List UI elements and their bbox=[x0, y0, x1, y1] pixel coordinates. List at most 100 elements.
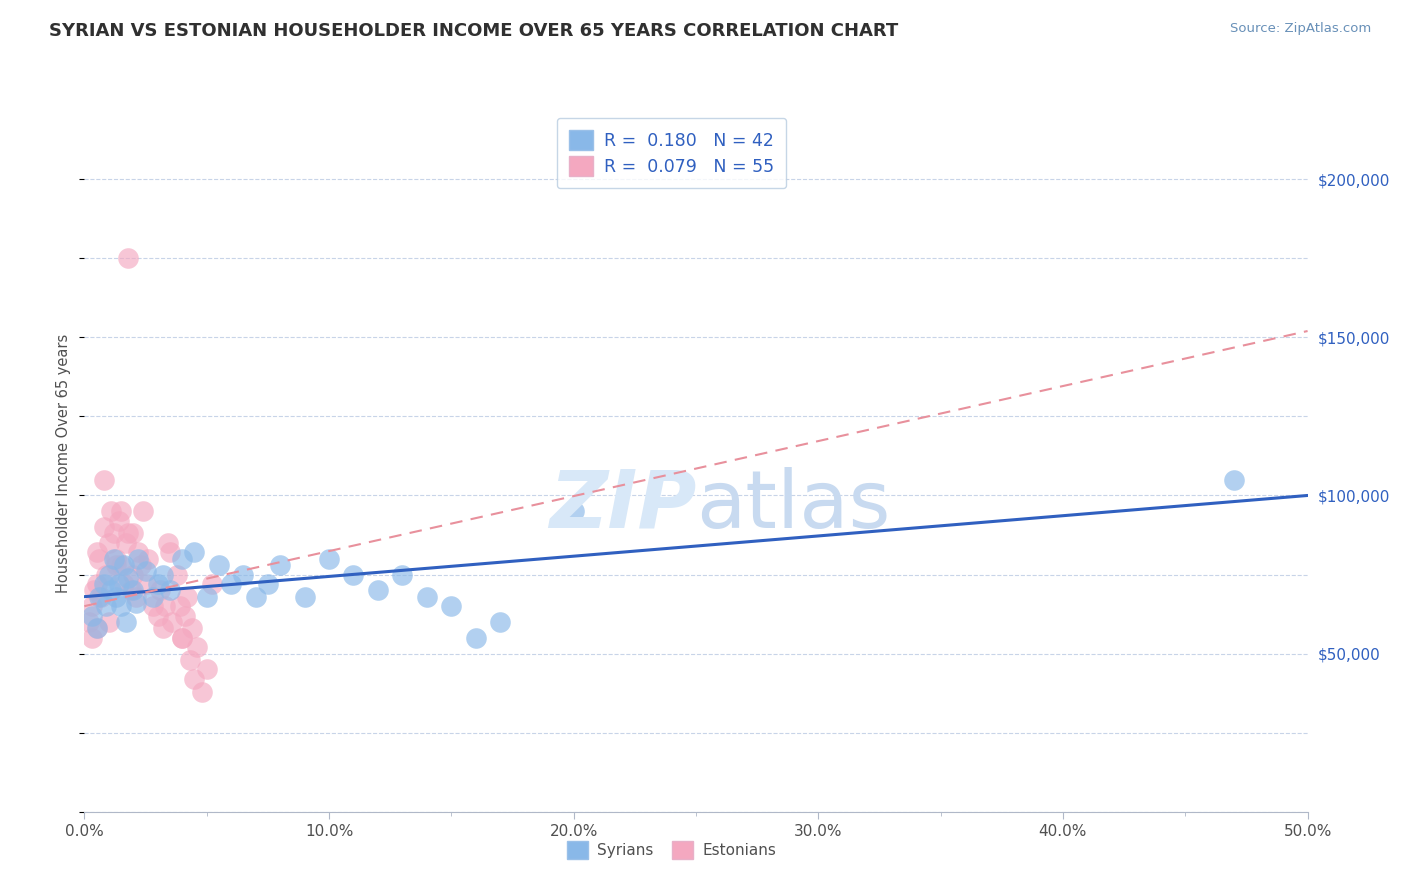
Text: atlas: atlas bbox=[696, 467, 890, 545]
Point bbox=[96, 567, 118, 582]
Point bbox=[117, 252, 139, 266]
Point bbox=[93, 473, 115, 487]
Point bbox=[103, 551, 125, 566]
Point bbox=[391, 567, 413, 582]
Point bbox=[142, 599, 165, 614]
Point bbox=[103, 526, 125, 541]
Point bbox=[125, 596, 148, 610]
Point bbox=[195, 590, 218, 604]
Point bbox=[90, 590, 112, 604]
Point bbox=[208, 558, 231, 572]
Legend: Syrians, Estonians: Syrians, Estonians bbox=[560, 834, 785, 867]
Point bbox=[232, 567, 254, 582]
Point bbox=[142, 590, 165, 604]
Text: SYRIAN VS ESTONIAN HOUSEHOLDER INCOME OVER 65 YEARS CORRELATION CHART: SYRIAN VS ESTONIAN HOUSEHOLDER INCOME OV… bbox=[49, 22, 898, 40]
Point bbox=[122, 583, 145, 598]
Point bbox=[135, 565, 157, 579]
Point bbox=[105, 558, 128, 572]
Point bbox=[86, 621, 108, 635]
Point bbox=[159, 545, 181, 559]
Point bbox=[181, 621, 204, 635]
Text: Source: ZipAtlas.com: Source: ZipAtlas.com bbox=[1230, 22, 1371, 36]
Point bbox=[172, 631, 194, 645]
Point bbox=[172, 551, 194, 566]
Point bbox=[172, 631, 194, 645]
Point bbox=[110, 599, 132, 614]
Point bbox=[122, 567, 145, 582]
Point bbox=[122, 526, 145, 541]
Point bbox=[125, 590, 148, 604]
Point bbox=[169, 599, 191, 614]
Point bbox=[77, 615, 100, 629]
Point bbox=[110, 504, 132, 518]
Point bbox=[117, 571, 139, 585]
Point bbox=[117, 526, 139, 541]
Point bbox=[107, 514, 129, 528]
Point bbox=[162, 615, 184, 629]
Point bbox=[105, 590, 128, 604]
Point bbox=[97, 536, 120, 550]
Point bbox=[1223, 473, 1246, 487]
Point bbox=[146, 577, 169, 591]
Point bbox=[173, 608, 195, 623]
Point bbox=[464, 631, 486, 645]
Point bbox=[152, 621, 174, 635]
Point bbox=[127, 545, 149, 559]
Point bbox=[112, 577, 135, 591]
Point bbox=[93, 577, 115, 591]
Point bbox=[129, 558, 152, 572]
Point bbox=[80, 631, 103, 645]
Point bbox=[136, 551, 159, 566]
Point bbox=[367, 583, 389, 598]
Point bbox=[183, 672, 205, 686]
Point bbox=[219, 577, 242, 591]
Point bbox=[112, 558, 135, 572]
Point bbox=[152, 567, 174, 582]
Point bbox=[269, 558, 291, 572]
Text: ZIP: ZIP bbox=[548, 467, 696, 545]
Point bbox=[86, 577, 108, 591]
Point bbox=[159, 583, 181, 598]
Point bbox=[562, 504, 585, 518]
Point bbox=[440, 599, 463, 614]
Point bbox=[146, 608, 169, 623]
Point bbox=[245, 590, 267, 604]
Point bbox=[257, 577, 280, 591]
Point bbox=[115, 536, 138, 550]
Point bbox=[105, 551, 128, 566]
Point bbox=[166, 567, 188, 582]
Point bbox=[191, 684, 214, 698]
Point bbox=[100, 504, 122, 518]
Point bbox=[149, 583, 172, 598]
Point bbox=[83, 583, 105, 598]
Y-axis label: Householder Income Over 65 years: Householder Income Over 65 years bbox=[56, 334, 72, 593]
Point bbox=[115, 615, 138, 629]
Point bbox=[176, 590, 198, 604]
Point bbox=[156, 536, 179, 550]
Point bbox=[97, 615, 120, 629]
Point bbox=[132, 504, 155, 518]
Point bbox=[93, 520, 115, 534]
Point bbox=[153, 599, 176, 614]
Point bbox=[96, 599, 118, 614]
Point bbox=[87, 551, 110, 566]
Point bbox=[87, 590, 110, 604]
Point bbox=[186, 640, 208, 655]
Point bbox=[107, 577, 129, 591]
Point bbox=[127, 551, 149, 566]
Point bbox=[342, 567, 364, 582]
Point bbox=[80, 599, 103, 614]
Point bbox=[183, 545, 205, 559]
Point bbox=[135, 577, 157, 591]
Point bbox=[179, 653, 201, 667]
Point bbox=[195, 662, 218, 676]
Point bbox=[200, 577, 222, 591]
Point bbox=[120, 583, 142, 598]
Point bbox=[110, 558, 132, 572]
Point bbox=[416, 590, 439, 604]
Point bbox=[80, 608, 103, 623]
Point bbox=[86, 545, 108, 559]
Point bbox=[294, 590, 316, 604]
Point bbox=[97, 567, 120, 582]
Point bbox=[489, 615, 512, 629]
